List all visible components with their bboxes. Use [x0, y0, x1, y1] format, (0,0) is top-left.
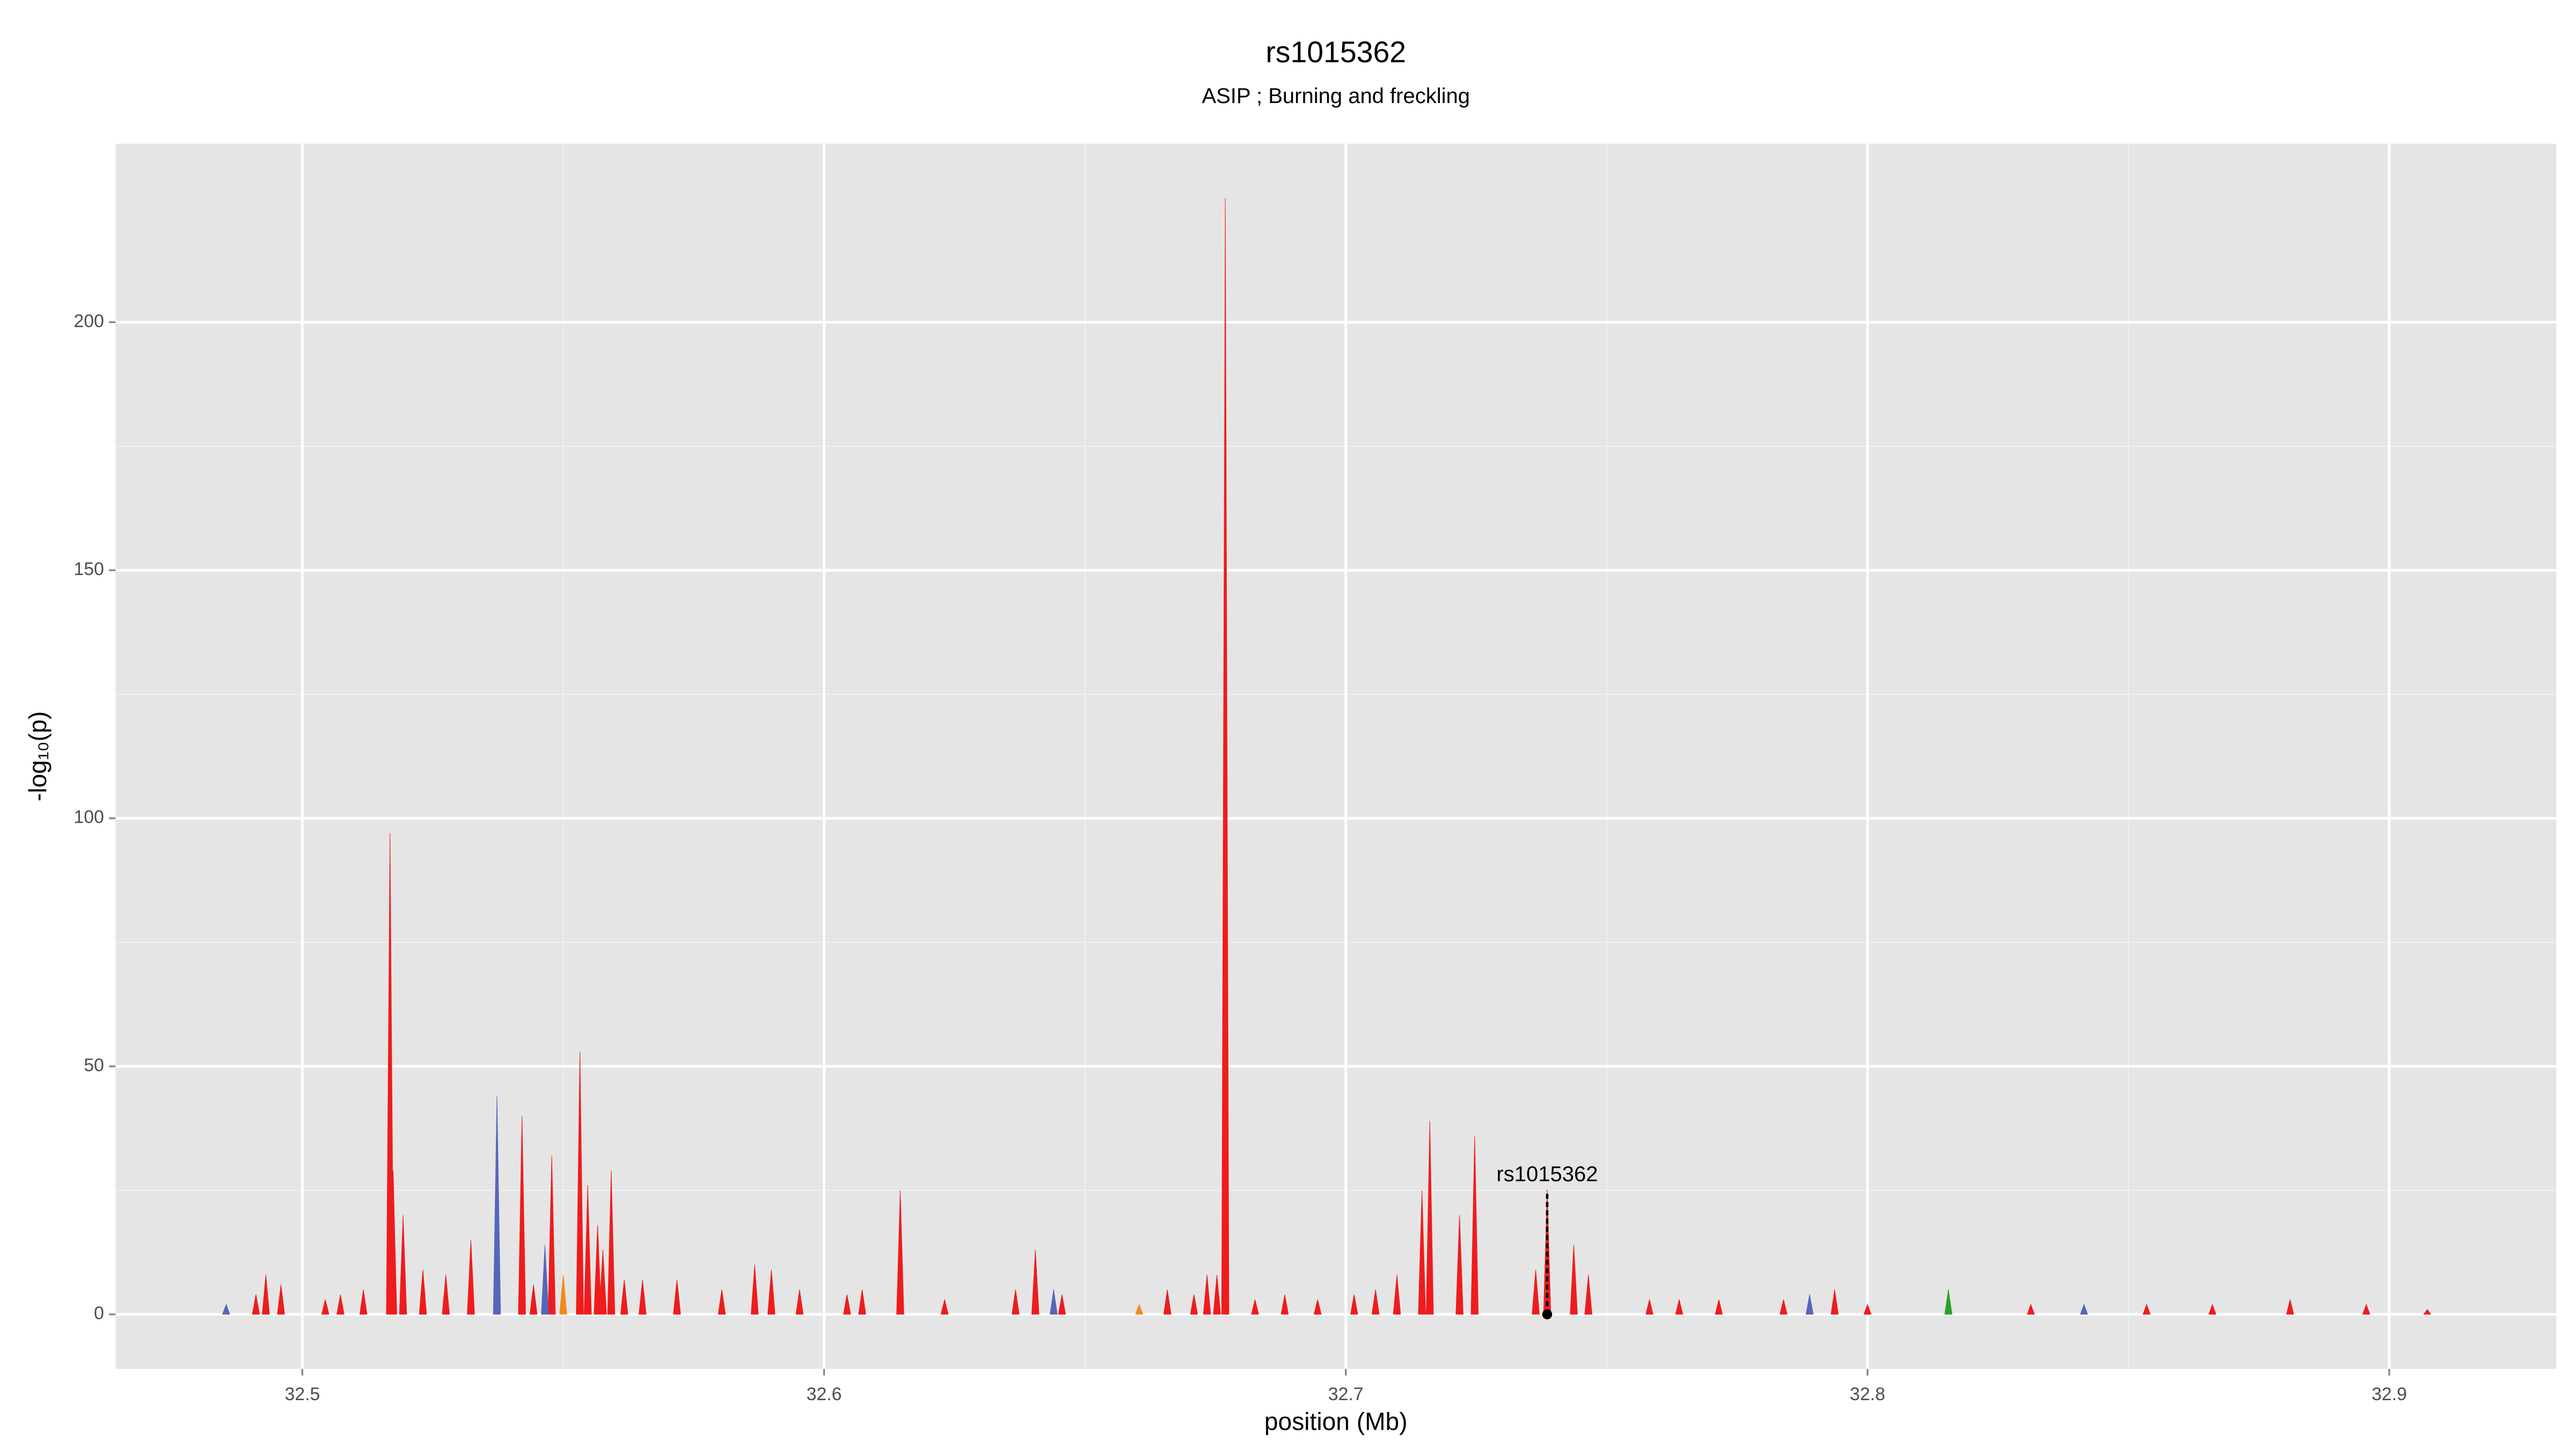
spike: [1675, 1299, 1684, 1315]
spike: [1418, 1190, 1426, 1315]
spike: [1251, 1299, 1259, 1315]
spike: [896, 1190, 904, 1315]
spike: [1190, 1294, 1198, 1315]
spike: [607, 1170, 616, 1315]
spike: [1944, 1289, 1952, 1315]
spike: [399, 1215, 407, 1315]
annotation-point: [1542, 1309, 1553, 1320]
annotation-label: rs1015362: [1496, 1162, 1598, 1186]
spike: [1049, 1289, 1058, 1315]
spike: [1213, 1275, 1221, 1315]
spike: [321, 1299, 330, 1315]
spike: [1280, 1294, 1289, 1315]
y-tick-label: 100: [74, 807, 104, 828]
spike: [262, 1275, 270, 1315]
chart-subtitle: ASIP ; Burning and freckling: [1202, 84, 1470, 108]
spike: [518, 1116, 526, 1315]
spike: [1645, 1299, 1653, 1315]
spike: [767, 1269, 775, 1315]
spike: [1805, 1294, 1814, 1315]
spike: [2362, 1304, 2370, 1315]
spike: [638, 1279, 647, 1315]
spike: [1203, 1275, 1211, 1315]
y-tick-label: 150: [74, 559, 104, 580]
plot-panel: [115, 143, 2557, 1369]
x-tick-label: 32.9: [2372, 1384, 2407, 1404]
spike: [541, 1245, 549, 1315]
spike: [1715, 1299, 1723, 1315]
x-tick-label: 32.8: [1850, 1384, 1885, 1404]
spike: [1163, 1289, 1172, 1315]
x-tick-label: 32.7: [1328, 1384, 1364, 1404]
spike: [750, 1264, 759, 1315]
spike: [547, 1155, 556, 1315]
spike: [442, 1275, 450, 1315]
spike: [940, 1299, 949, 1315]
spike: [1135, 1304, 1144, 1315]
spike: [1393, 1275, 1401, 1315]
spike: [1779, 1299, 1788, 1315]
spike: [467, 1240, 475, 1315]
spike: [1863, 1304, 1872, 1315]
spike: [858, 1289, 866, 1315]
y-axis-label: -log₁₀(p): [24, 711, 52, 801]
spike: [583, 1185, 592, 1315]
spike: [2080, 1304, 2088, 1315]
spike: [336, 1294, 345, 1315]
spike: [1831, 1289, 1839, 1315]
spike: [576, 1051, 584, 1315]
spike: [1012, 1289, 1020, 1315]
spike: [252, 1294, 260, 1315]
spike: [1570, 1245, 1578, 1315]
spike: [2142, 1304, 2151, 1315]
labels: 32.5 32.6 32.7 32.8 32.9 0 50 100 150 200 rs101536…: [74, 311, 2407, 1404]
spike: [1371, 1289, 1380, 1315]
x-tick-label: 32.5: [284, 1384, 320, 1404]
spike: [359, 1289, 368, 1315]
spike: [1584, 1275, 1593, 1315]
spike: [1470, 1136, 1479, 1315]
spike: [594, 1225, 602, 1315]
spike: [599, 1249, 607, 1315]
spike: [389, 1170, 397, 1315]
y-tick-label: 50: [84, 1055, 104, 1075]
chart-title: rs1015362: [1265, 35, 1406, 69]
spike: [1031, 1249, 1040, 1315]
spike: [419, 1269, 427, 1315]
grid: [115, 143, 2557, 1369]
spike: [1221, 198, 1230, 1315]
x-axis-label: position (Mb): [1264, 1407, 1408, 1435]
spike: [559, 1275, 567, 1315]
y-tick-label: 200: [74, 311, 104, 331]
spike: [2026, 1304, 2035, 1315]
spike: [2286, 1299, 2294, 1315]
spike: [529, 1284, 538, 1315]
spike: [222, 1304, 230, 1315]
spike: [1313, 1299, 1322, 1315]
spike: [1350, 1294, 1358, 1315]
y-tick-label: 0: [94, 1303, 104, 1323]
spike: [1425, 1121, 1434, 1315]
spike: [1058, 1294, 1066, 1315]
spike: [277, 1284, 285, 1315]
spike: [2423, 1309, 2432, 1315]
spike: [718, 1289, 726, 1315]
spike: [493, 1096, 501, 1315]
spike: [843, 1294, 851, 1315]
spike: [795, 1289, 804, 1315]
spike: [1532, 1269, 1540, 1315]
spike: [673, 1279, 681, 1315]
marks: [222, 198, 2432, 1315]
x-tick-label: 32.6: [807, 1384, 842, 1404]
spike: [620, 1279, 628, 1315]
spike: [1455, 1215, 1463, 1315]
spike: [2208, 1304, 2216, 1315]
